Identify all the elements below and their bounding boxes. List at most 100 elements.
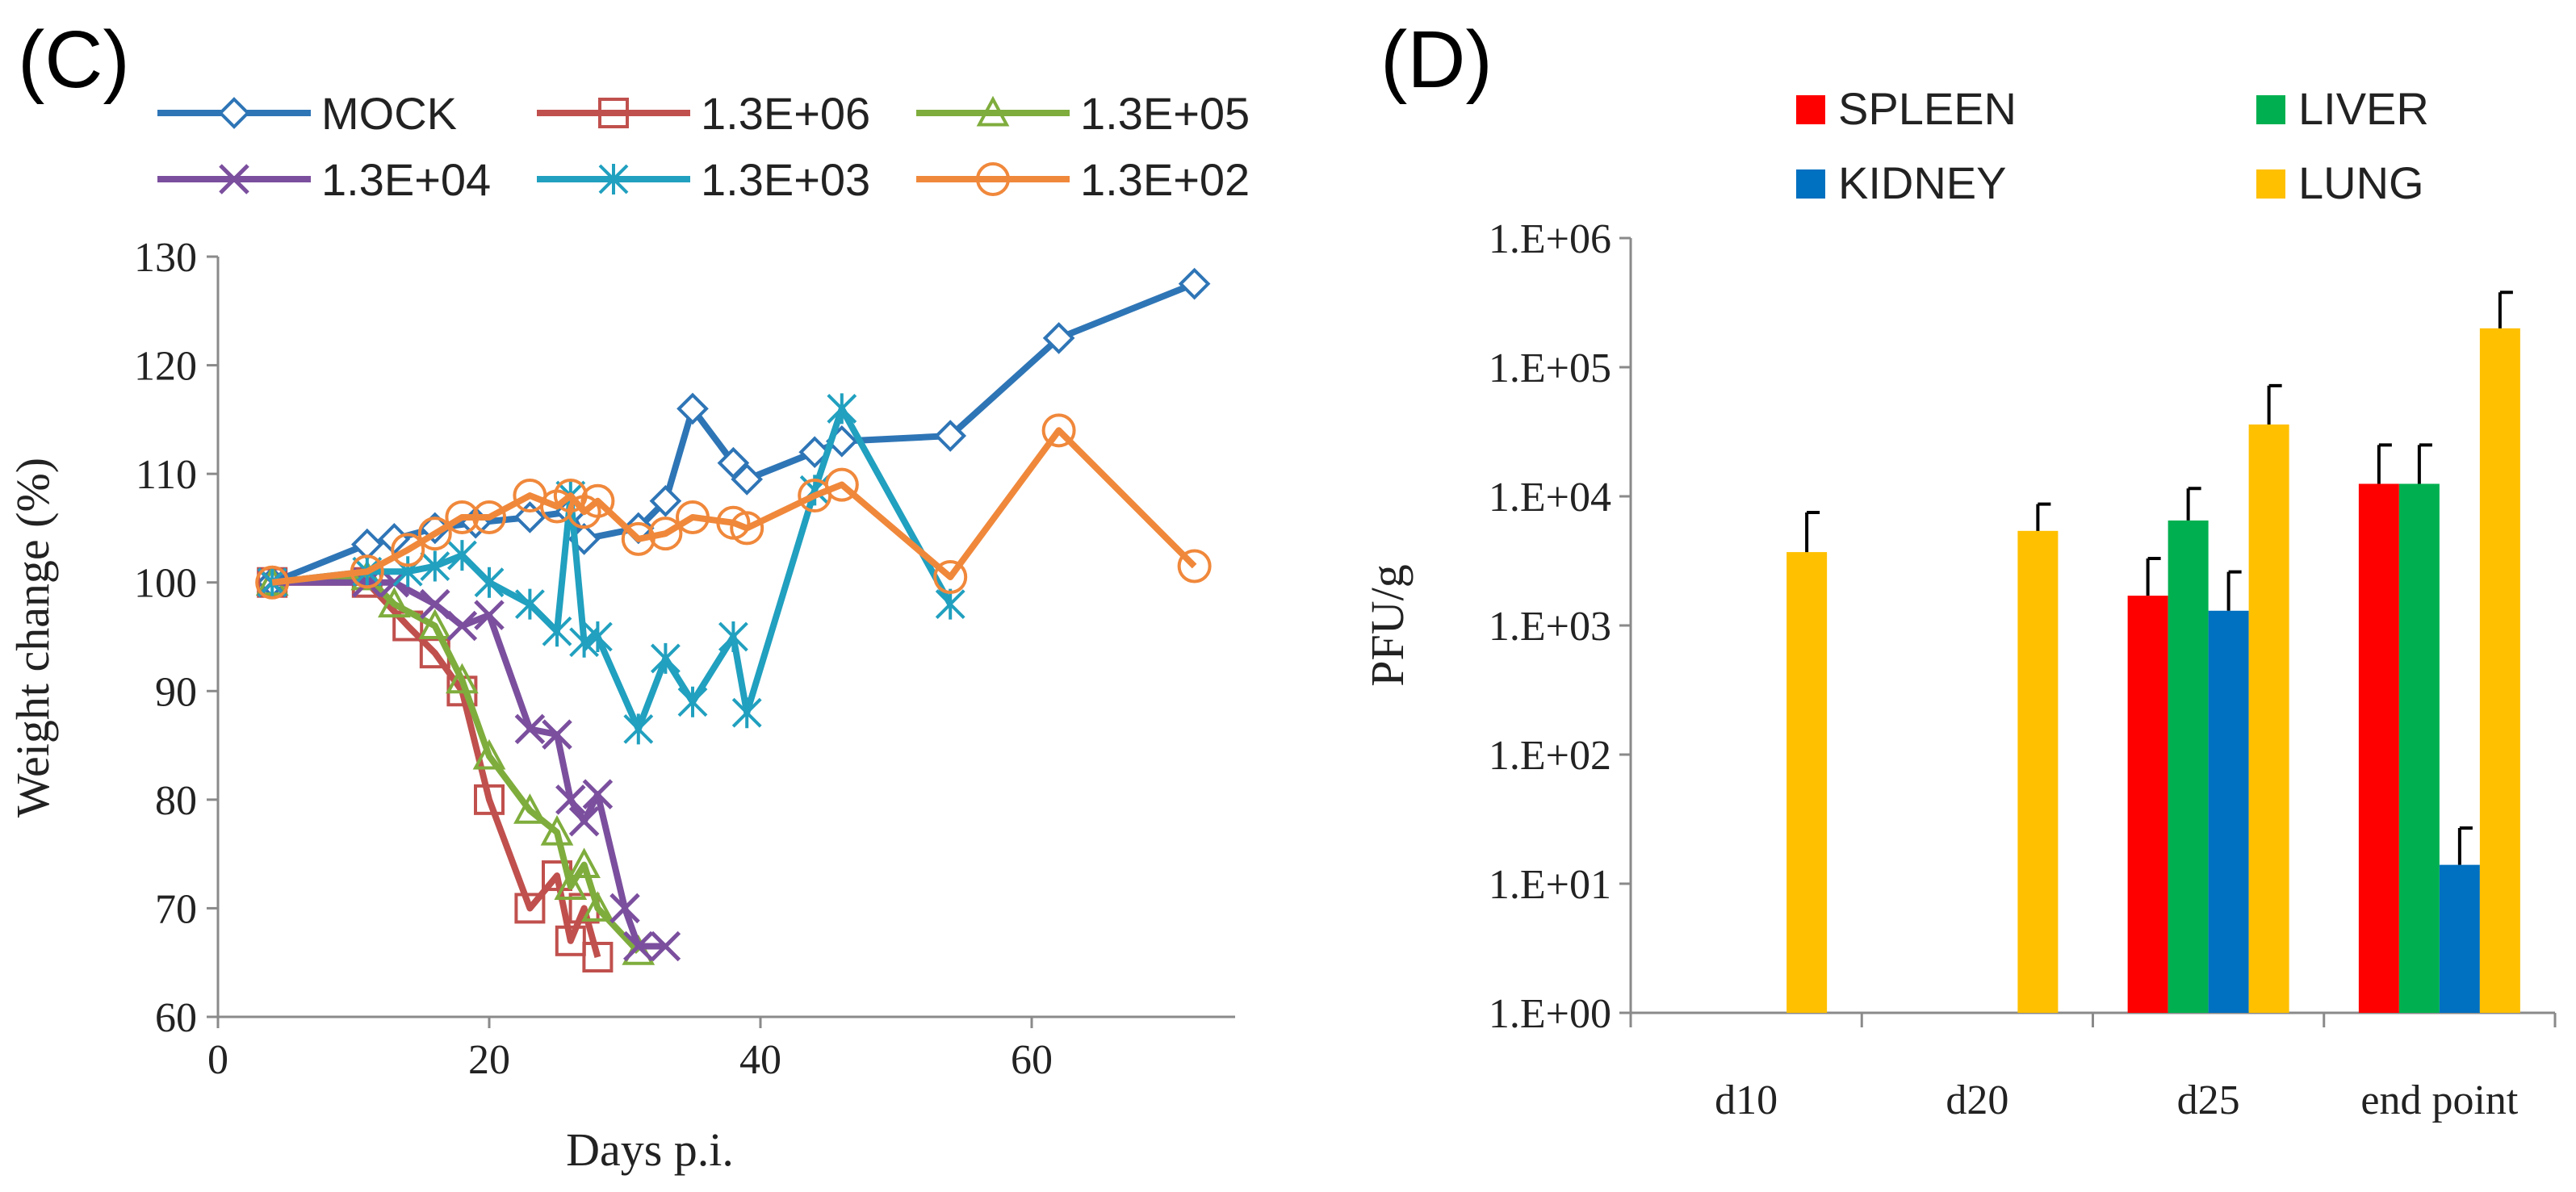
y-tick-label: 1.E+01 [1489, 862, 1611, 908]
y-tick-label: 60 [155, 995, 197, 1041]
data-point [555, 784, 586, 815]
y-tick-label: 1.E+04 [1489, 475, 1611, 521]
legend-marker [219, 164, 249, 194]
y-tick-label: 110 [136, 452, 197, 498]
data-point [391, 533, 425, 567]
data-point [474, 600, 505, 630]
data-point [472, 500, 506, 534]
x-tick-label: 40 [739, 1037, 781, 1083]
bar-spleen-end-point [2358, 483, 2399, 1013]
legend-item-liver: LIVER [2256, 83, 2429, 134]
legend-item-1-3e-06: 1.3E+06 [537, 88, 870, 139]
legend-item-spleen: SPLEEN [1796, 83, 2017, 134]
legend-marker [598, 98, 629, 128]
y-tick-label: 80 [155, 778, 197, 824]
error-bar [2186, 487, 2201, 521]
legend-marker [976, 162, 1010, 196]
y-tick-label: 90 [155, 669, 197, 715]
data-point [555, 925, 586, 956]
y-tick-label: 1.E+05 [1489, 345, 1611, 391]
panel-c-x-axis-title: Days p.i. [566, 1123, 734, 1176]
data-point [676, 392, 709, 425]
data-point [824, 467, 859, 502]
data-point [582, 621, 613, 652]
y-tick-label: 130 [134, 235, 197, 281]
error-bar [2377, 443, 2392, 484]
series-1-3e-02 [255, 413, 1212, 600]
panel-d-plot-area [1786, 291, 2520, 1013]
data-point [554, 869, 588, 900]
legend-label: 1.3E+06 [701, 88, 870, 139]
panel-d-y-axis-title: PFU/g [1361, 564, 1414, 687]
y-tick-label: 70 [155, 886, 197, 932]
bar-kidney-end-point [2439, 864, 2480, 1013]
legend-marker [976, 95, 1010, 127]
y-tick-label: 120 [134, 344, 197, 390]
legend-swatch [2256, 95, 2285, 124]
y-tick-label: 100 [134, 561, 197, 607]
bar-lung-d10 [1786, 552, 1828, 1013]
data-point [417, 517, 452, 551]
y-tick-label: 1.E+00 [1489, 991, 1611, 1037]
legend-label: KIDNEY [1838, 157, 2007, 208]
error-bar [2036, 502, 2051, 531]
panel-c-x-ticks: 0 20 40 60 [207, 1017, 1053, 1083]
legend-label: SPLEEN [1838, 83, 2017, 134]
legend-swatch [1796, 169, 1825, 199]
data-point [420, 550, 450, 582]
x-tick-label: d25 [2177, 1077, 2240, 1123]
panel-c-plot-area [255, 267, 1212, 972]
data-point [648, 517, 683, 551]
error-bar [2267, 383, 2282, 425]
x-tick-label: 0 [207, 1037, 228, 1083]
legend-marker [218, 97, 250, 129]
error-bar [2146, 557, 2161, 596]
bar-liver-d25 [2168, 520, 2209, 1013]
data-point [581, 891, 614, 922]
legend-label: MOCK [321, 88, 457, 139]
panel-c: (C) MOCK 1.3E+06 1.3E+05 1.3E+04 1.3E+03 1.3E… [6, 15, 1250, 1176]
data-point [472, 738, 506, 770]
data-point [255, 565, 290, 600]
error-bar [2457, 826, 2473, 865]
panel-d-legend: SPLEEN LIVER KIDNEY LUNG [1796, 83, 2429, 208]
error-bar [1805, 510, 1820, 553]
series-line-1-3e-02 [271, 427, 1197, 586]
panel-d-label: (D) [1380, 15, 1493, 105]
data-point [582, 941, 614, 972]
data-point [446, 540, 477, 571]
bar-lung-d20 [2017, 530, 2059, 1013]
data-point [420, 588, 450, 620]
data-point [568, 847, 601, 879]
legend-item-1-3e-04: 1.3E+04 [157, 154, 491, 205]
data-point [1177, 549, 1212, 583]
legend-swatch [2256, 169, 2285, 199]
data-point [650, 642, 681, 674]
legend-item-1-3e-02: 1.3E+02 [916, 154, 1250, 205]
data-point [514, 588, 545, 620]
data-point [827, 393, 857, 425]
data-point [1178, 267, 1211, 300]
x-tick-label: end point [2360, 1077, 2519, 1123]
error-bar [2417, 443, 2432, 484]
data-point [1042, 322, 1075, 354]
x-tick-label: d20 [1946, 1077, 2008, 1123]
legend-item-kidney: KIDNEY [1796, 157, 2007, 208]
x-tick-label: 20 [468, 1037, 510, 1083]
data-point [650, 931, 681, 962]
data-point [798, 436, 831, 469]
panel-c-y-ticks: 60 70 80 90 100 110 120 130 [134, 235, 218, 1041]
x-tick-label: d10 [1715, 1077, 1778, 1123]
bar-lung-d25 [2248, 424, 2289, 1013]
data-point [582, 779, 614, 809]
data-point [580, 483, 615, 518]
y-tick-label: 1.E+06 [1489, 216, 1611, 262]
data-point [514, 893, 546, 924]
data-point [418, 609, 452, 639]
legend-item-1-3e-05: 1.3E+05 [916, 88, 1250, 139]
data-point [649, 484, 682, 517]
y-tick-label: 1.E+02 [1489, 733, 1611, 779]
legend-label: 1.3E+02 [1080, 154, 1250, 205]
